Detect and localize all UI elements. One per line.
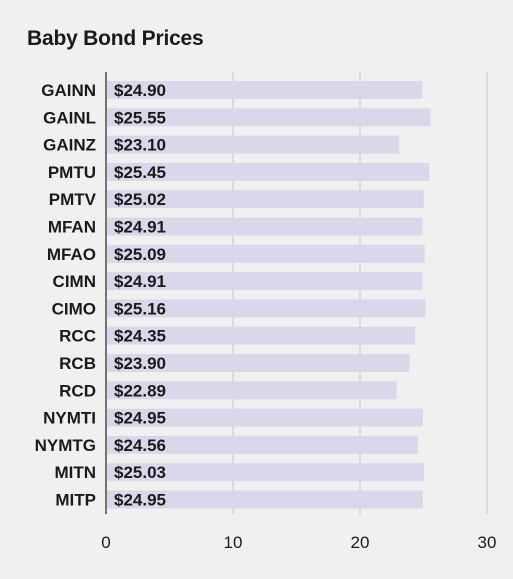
x-tick-label-30: 30 bbox=[478, 533, 497, 552]
bar-pmtu bbox=[107, 162, 430, 181]
bar-cimn bbox=[107, 272, 423, 291]
x-tick-label-0: 0 bbox=[101, 533, 110, 552]
category-label-nymtg: NYMTG bbox=[35, 436, 96, 455]
value-label-rcc: $24.35 bbox=[114, 327, 166, 346]
category-label-cimo: CIMO bbox=[52, 299, 96, 318]
value-label-mfan: $24.91 bbox=[114, 218, 166, 237]
bar-nymti bbox=[107, 408, 423, 427]
category-label-mfan: MFAN bbox=[48, 218, 96, 237]
category-label-cimn: CIMN bbox=[53, 272, 96, 291]
x-tick-label-10: 10 bbox=[224, 533, 243, 552]
value-label-pmtv: $25.02 bbox=[114, 190, 166, 209]
bar-rcc bbox=[107, 326, 416, 345]
bar-rcd bbox=[107, 381, 397, 400]
category-label-gainz: GAINZ bbox=[43, 136, 96, 155]
chart-title: Baby Bond Prices bbox=[27, 27, 204, 50]
value-label-nymti: $24.95 bbox=[114, 409, 166, 428]
category-label-rcb: RCB bbox=[59, 354, 96, 373]
bar-gainl bbox=[107, 108, 431, 127]
value-label-mfao: $25.09 bbox=[114, 245, 166, 264]
category-label-pmtv: PMTV bbox=[49, 190, 97, 209]
category-label-mitp: MITP bbox=[55, 491, 96, 510]
category-label-nymti: NYMTI bbox=[43, 409, 96, 428]
category-label-gainn: GAINN bbox=[41, 81, 96, 100]
bar-nymtg bbox=[107, 435, 418, 454]
bar-mitp bbox=[107, 490, 423, 509]
bar-gainn bbox=[107, 81, 423, 99]
value-label-gainl: $25.55 bbox=[114, 108, 166, 127]
value-label-mitn: $25.03 bbox=[114, 463, 166, 482]
x-tick-label-20: 20 bbox=[351, 533, 370, 552]
label-layer: GAINN $24.90 GAINL $25.55 GAINZ $23.10 PMTU $25… bbox=[35, 81, 166, 510]
bar-cimo bbox=[107, 299, 426, 318]
value-label-nymtg: $24.56 bbox=[114, 436, 166, 455]
category-label-mfao: MFAO bbox=[47, 245, 96, 264]
category-label-pmtu: PMTU bbox=[48, 163, 96, 182]
tick-layer: 0 10 20 30 bbox=[101, 533, 496, 552]
value-label-pmtu: $25.45 bbox=[114, 163, 166, 182]
value-label-rcd: $22.89 bbox=[114, 381, 166, 400]
value-label-gainn: $24.90 bbox=[114, 81, 166, 100]
value-label-cimo: $25.16 bbox=[114, 299, 166, 318]
value-label-mitp: $24.95 bbox=[114, 491, 166, 510]
bar-pmtv bbox=[107, 190, 424, 209]
category-label-rcd: RCD bbox=[59, 381, 96, 400]
category-label-rcc: RCC bbox=[59, 327, 96, 346]
bar-mitn bbox=[107, 463, 424, 482]
value-label-gainz: $23.10 bbox=[114, 136, 166, 155]
value-label-rcb: $23.90 bbox=[114, 354, 166, 373]
value-label-cimn: $24.91 bbox=[114, 272, 166, 291]
category-label-mitn: MITN bbox=[54, 463, 96, 482]
bar-gainz bbox=[107, 135, 400, 154]
bar-layer bbox=[107, 81, 431, 509]
bar-rcb bbox=[107, 354, 410, 372]
bar-mfan bbox=[107, 217, 423, 236]
bar-mfao bbox=[107, 244, 425, 263]
category-label-gainl: GAINL bbox=[43, 108, 96, 127]
